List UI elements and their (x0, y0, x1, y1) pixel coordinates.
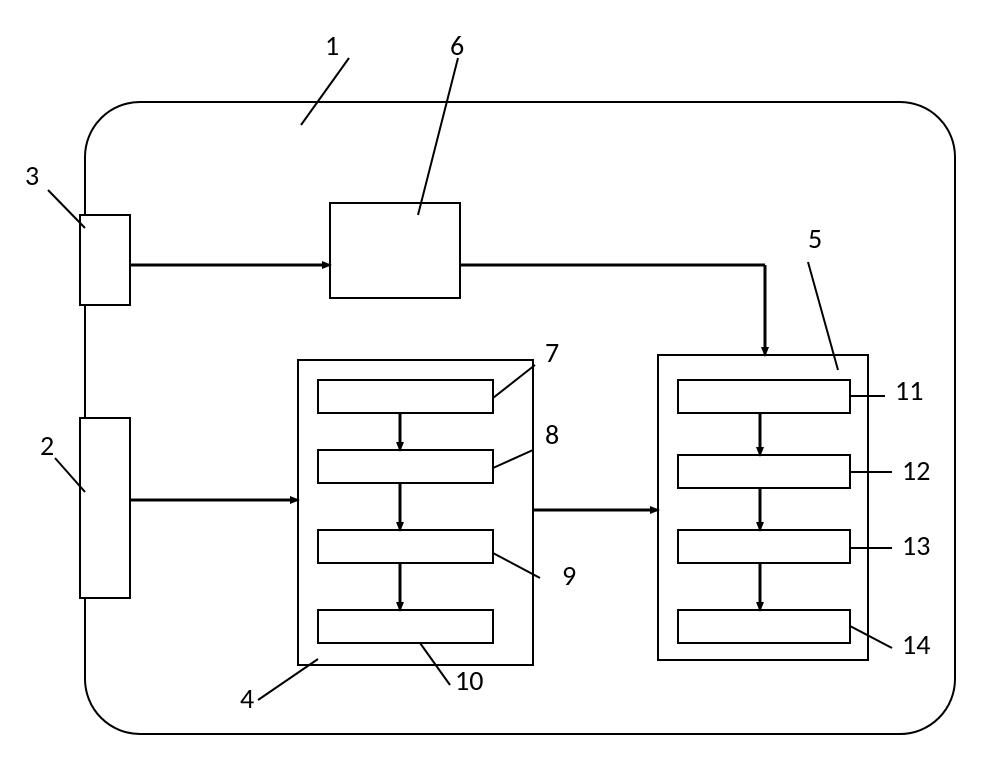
label-14: 14 (902, 627, 930, 662)
leader-6 (418, 58, 458, 215)
label-10: 10 (455, 663, 483, 698)
node-b10 (318, 610, 493, 643)
label-4: 4 (240, 681, 254, 716)
node-b6 (330, 203, 460, 298)
diagram-canvas: 1 6 3 2 5 7 8 9 10 4 11 12 13 14 (0, 0, 1000, 783)
label-5: 5 (808, 221, 822, 256)
label-6: 6 (450, 28, 464, 63)
label-13: 13 (902, 528, 930, 563)
node-b12 (678, 455, 850, 488)
label-7: 7 (545, 335, 559, 370)
node-b8 (318, 450, 493, 483)
node-b11 (678, 380, 850, 413)
leader-5 (808, 262, 838, 370)
node-b13 (678, 530, 850, 563)
label-8: 8 (545, 417, 559, 452)
label-11: 11 (895, 373, 923, 408)
leader-4 (258, 659, 318, 700)
node-b7 (318, 380, 493, 413)
node-b3 (80, 215, 130, 305)
label-1: 1 (325, 28, 339, 63)
label-12: 12 (902, 453, 930, 488)
node-b14 (678, 610, 850, 643)
label-9: 9 (562, 558, 576, 593)
label-2: 2 (40, 428, 54, 463)
label-3: 3 (25, 158, 39, 193)
node-b2 (80, 418, 130, 598)
leader-3 (48, 190, 85, 228)
node-b9 (318, 530, 493, 563)
leader-1 (301, 58, 349, 125)
